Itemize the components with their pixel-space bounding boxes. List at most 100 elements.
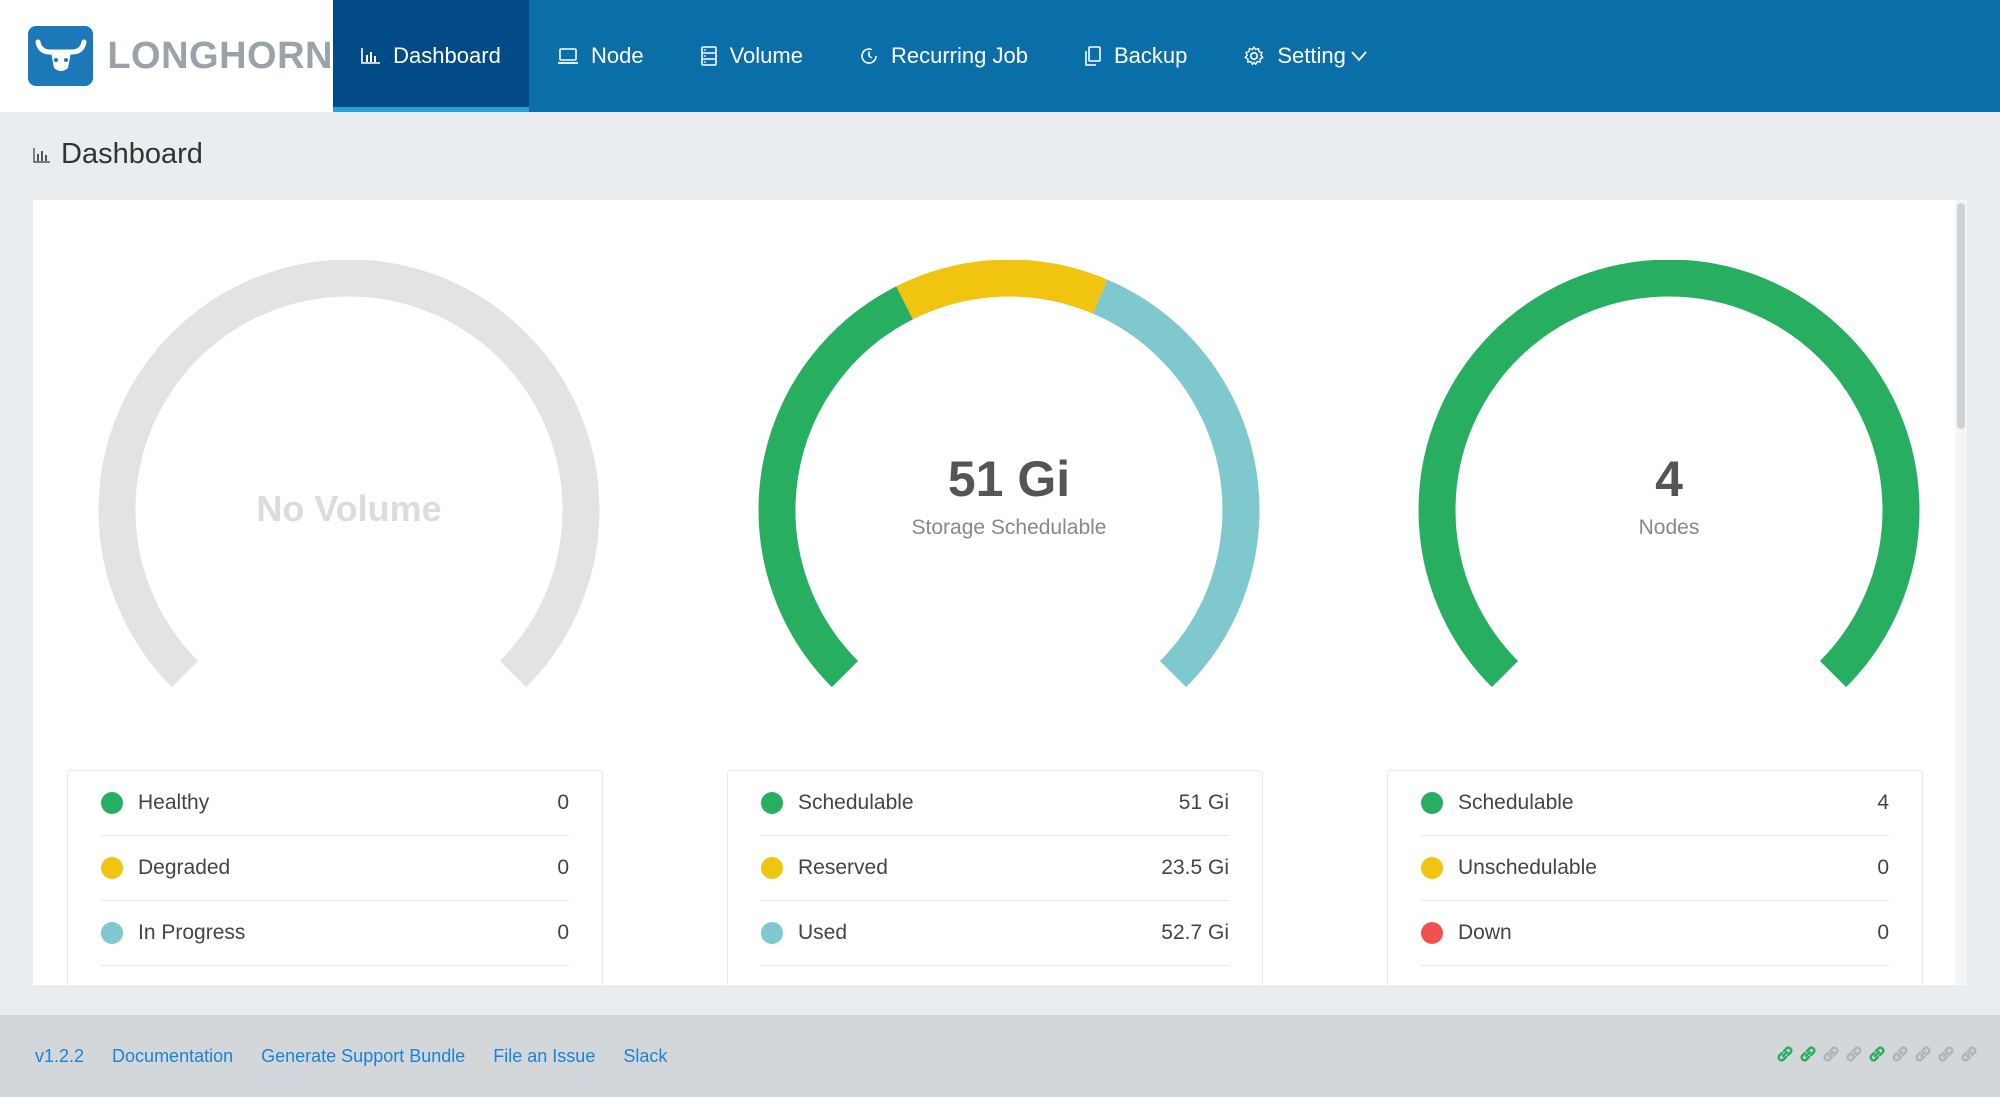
status-dot xyxy=(761,792,783,814)
legend-row-schedulable[interactable]: Schedulable 51 Gi xyxy=(761,771,1229,836)
node-gauge-value: 4 xyxy=(1655,451,1683,507)
gear-icon xyxy=(1244,46,1264,66)
storage-gauge-arc-used xyxy=(1092,279,1260,688)
legend-label: Schedulable xyxy=(798,791,914,814)
legend-row-in-progress[interactable]: In Progress 0 xyxy=(101,901,569,966)
database-icon xyxy=(700,46,717,66)
storage-gauge-value: 51 Gi xyxy=(947,451,1071,507)
link-icon xyxy=(1777,1046,1793,1062)
legend-value: 0 xyxy=(557,856,569,879)
nav-recurring-job[interactable]: Recurring Job xyxy=(831,0,1056,112)
link-icon xyxy=(1938,1046,1954,1062)
status-dot xyxy=(761,857,783,879)
legend-row-schedulable[interactable]: Schedulable 4 xyxy=(1421,771,1889,836)
status-dot xyxy=(1421,792,1443,814)
storage-legend: Schedulable 51 Gi Reserved 23.5 Gi Used … xyxy=(727,770,1263,985)
link-icon xyxy=(1915,1046,1931,1062)
storage-gauge-arc-reserved xyxy=(896,260,1108,320)
node-gauge-arc-schedulable xyxy=(1418,260,1920,688)
nav-volume-label: Volume xyxy=(729,43,803,68)
bar-chart-icon xyxy=(33,147,50,163)
volume-gauge-chart xyxy=(98,260,600,688)
link-icon xyxy=(1800,1046,1816,1062)
legend-row-healthy[interactable]: Healthy 0 xyxy=(101,771,569,836)
status-dot xyxy=(101,792,123,814)
link-icon xyxy=(1961,1046,1977,1062)
laptop-icon xyxy=(558,48,578,64)
status-dot xyxy=(1421,922,1443,944)
storage-gauge-chart xyxy=(758,260,1260,688)
storage-gauge-subtitle: Storage Schedulable xyxy=(911,516,1107,539)
nav-volume[interactable]: Volume xyxy=(672,0,831,112)
legend-label: In Progress xyxy=(138,921,246,944)
nav-setting[interactable]: Setting xyxy=(1215,0,1408,112)
connection-status-icons xyxy=(1773,1043,1980,1065)
logo-text: LONGHORN xyxy=(107,34,333,77)
top-navbar: LONGHORN Dashboard Node Vol xyxy=(0,0,2000,112)
longhorn-logo-icon xyxy=(28,26,94,86)
page-title-text: Dashboard xyxy=(61,138,203,170)
status-dot xyxy=(101,857,123,879)
nav-dashboard-label: Dashboard xyxy=(393,43,501,68)
link-icon xyxy=(1869,1046,1885,1062)
node-gauge-subtitle: Nodes xyxy=(1638,516,1700,539)
link-icon xyxy=(1892,1046,1908,1062)
legend-row-down[interactable]: Down 0 xyxy=(1421,901,1889,966)
nav-recurring-job-label: Recurring Job xyxy=(890,43,1028,68)
legend-label: Schedulable xyxy=(1458,791,1574,814)
legend-row-used[interactable]: Used 52.7 Gi xyxy=(761,901,1229,966)
legend-label: Unschedulable xyxy=(1458,856,1597,879)
dashboard-panel: No Volume 51 Gi Storage Schedulable 4 No… xyxy=(33,200,1955,985)
clock-icon xyxy=(861,48,877,64)
status-dot xyxy=(101,922,123,944)
legend-value: 4 xyxy=(1877,791,1889,814)
nav-node-label: Node xyxy=(591,43,644,68)
legend-label: Degraded xyxy=(138,856,231,879)
legend-value: 51 Gi xyxy=(1178,791,1229,814)
link-icon xyxy=(1846,1046,1862,1062)
nav-backup-label: Backup xyxy=(1113,43,1188,68)
main-nav: Dashboard Node Volume Recurring Job xyxy=(333,0,1408,112)
volume-gauge[interactable]: No Volume xyxy=(89,260,609,720)
logo[interactable]: LONGHORN xyxy=(0,0,333,112)
legend-label: Down xyxy=(1458,921,1512,944)
legend-row-unschedulable[interactable]: Unschedulable 0 xyxy=(1421,836,1889,901)
copy-icon xyxy=(1085,46,1101,66)
scrollbar-thumb[interactable] xyxy=(1957,203,1965,429)
node-gauge[interactable]: 4 Nodes xyxy=(1409,260,1929,720)
page-title: Dashboard xyxy=(33,138,203,171)
chevron-down-icon xyxy=(1351,51,1367,62)
link-icon xyxy=(1823,1046,1839,1062)
legend-label: Healthy xyxy=(138,791,210,814)
node-legend: Schedulable 4 Unschedulable 0 Down 0 xyxy=(1387,770,1923,985)
volume-gauge-empty-text: No Volume xyxy=(256,488,442,529)
nav-setting-label: Setting xyxy=(1277,43,1346,68)
status-dot xyxy=(761,922,783,944)
node-gauge-chart xyxy=(1418,260,1920,688)
footer: v1.2.2 Documentation Generate Support Bu… xyxy=(0,1015,2000,1097)
file-issue-link[interactable]: File an Issue xyxy=(493,1045,596,1066)
legend-value: 0 xyxy=(1877,856,1889,879)
volume-gauge-arc-empty xyxy=(98,260,600,688)
bar-chart-icon xyxy=(361,48,381,64)
slack-link[interactable]: Slack xyxy=(623,1045,668,1066)
legend-label: Reserved xyxy=(798,856,888,879)
storage-gauge[interactable]: 51 Gi Storage Schedulable xyxy=(749,260,1269,720)
legend-value: 52.7 Gi xyxy=(1161,921,1229,944)
legend-value: 0 xyxy=(557,921,569,944)
nav-node[interactable]: Node xyxy=(529,0,672,112)
documentation-link[interactable]: Documentation xyxy=(112,1045,234,1066)
legend-value: 0 xyxy=(557,791,569,814)
legend-label: Used xyxy=(798,921,848,944)
storage-gauge-arc-schedulable xyxy=(758,286,913,688)
nav-dashboard[interactable]: Dashboard xyxy=(333,0,529,112)
version-link[interactable]: v1.2.2 xyxy=(35,1045,85,1066)
legend-row-degraded[interactable]: Degraded 0 xyxy=(101,836,569,901)
status-dot xyxy=(1421,857,1443,879)
generate-support-bundle-link[interactable]: Generate Support Bundle xyxy=(261,1045,466,1066)
legend-row-reserved[interactable]: Reserved 23.5 Gi xyxy=(761,836,1229,901)
nav-backup[interactable]: Backup xyxy=(1056,0,1215,112)
volume-legend: Healthy 0 Degraded 0 In Progress 0 xyxy=(67,770,603,985)
legend-value: 0 xyxy=(1877,921,1889,944)
legend-value: 23.5 Gi xyxy=(1161,856,1229,879)
